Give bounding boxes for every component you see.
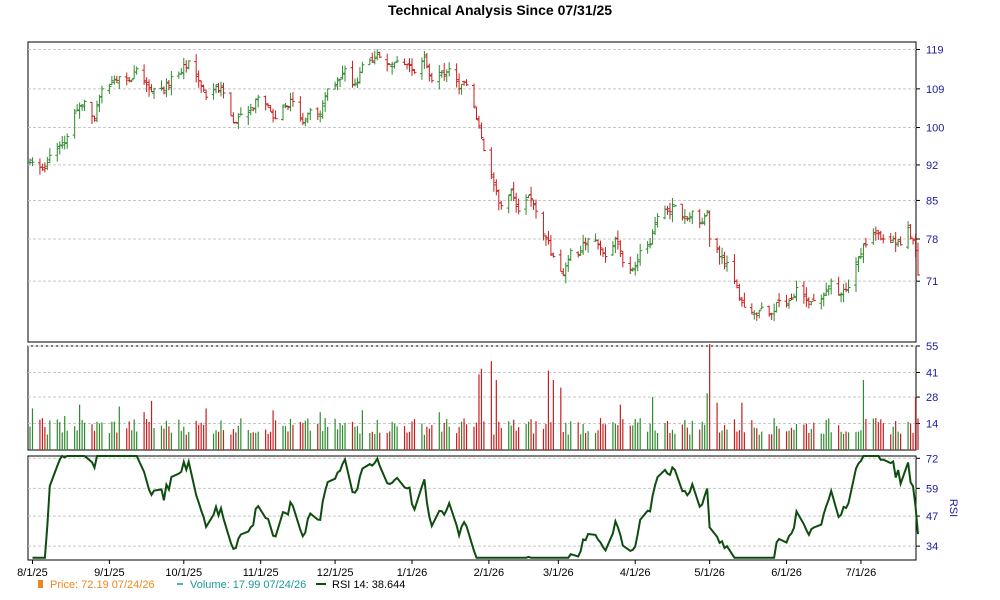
legend-price-label: Price: 72.19 07/24/26 [50,579,155,591]
rsi-tick-label: 59 [926,483,938,495]
price-tick-label: 109 [926,84,944,96]
legend-price-swatch [38,580,43,588]
x-tick-label: 3/1/26 [543,567,574,579]
x-tick-label: 1/1/26 [397,567,428,579]
price-tick-label: 92 [926,160,938,172]
x-tick-label: 2/1/26 [474,567,505,579]
x-tick-label: 10/1/25 [165,567,202,579]
volume-tick-label: 41 [926,367,938,379]
rsi-line [32,454,919,559]
x-tick-label: 5/1/26 [694,567,725,579]
volume-tick-label: 14 [926,419,938,431]
x-tick-label: 11/1/25 [243,567,279,579]
x-tick-label: 7/1/26 [846,567,877,579]
legend-rsi-label: RSI 14: 38.644 [332,579,405,591]
price-tick-label: 100 [926,123,944,135]
rsi-tick-label: 34 [926,541,938,553]
rsi-tick-label: 47 [926,511,938,523]
x-tick-label: 4/1/26 [620,567,651,579]
price-tick-label: 78 [926,234,938,246]
rsi-tick-label: 72 [926,453,938,465]
price-tick-label: 119 [926,44,944,56]
volume-tick-label: 28 [926,392,938,404]
chart-title: Technical Analysis Since 07/31/25 [387,2,613,18]
x-tick-label: 8/1/25 [17,567,48,579]
x-tick-label: 9/1/25 [94,567,125,579]
legend-volume-label: Volume: 17.99 07/24/26 [190,579,306,591]
x-tick-label: 12/1/25 [317,567,354,579]
volume-tick-label: 55 [926,341,938,353]
x-tick-label: 6/1/26 [771,567,802,579]
price-tick-label: 71 [926,276,938,288]
rsi-axis-label: RSI [947,499,959,517]
price-panel-frame [27,41,917,343]
price-tick-label: 85 [926,195,938,207]
